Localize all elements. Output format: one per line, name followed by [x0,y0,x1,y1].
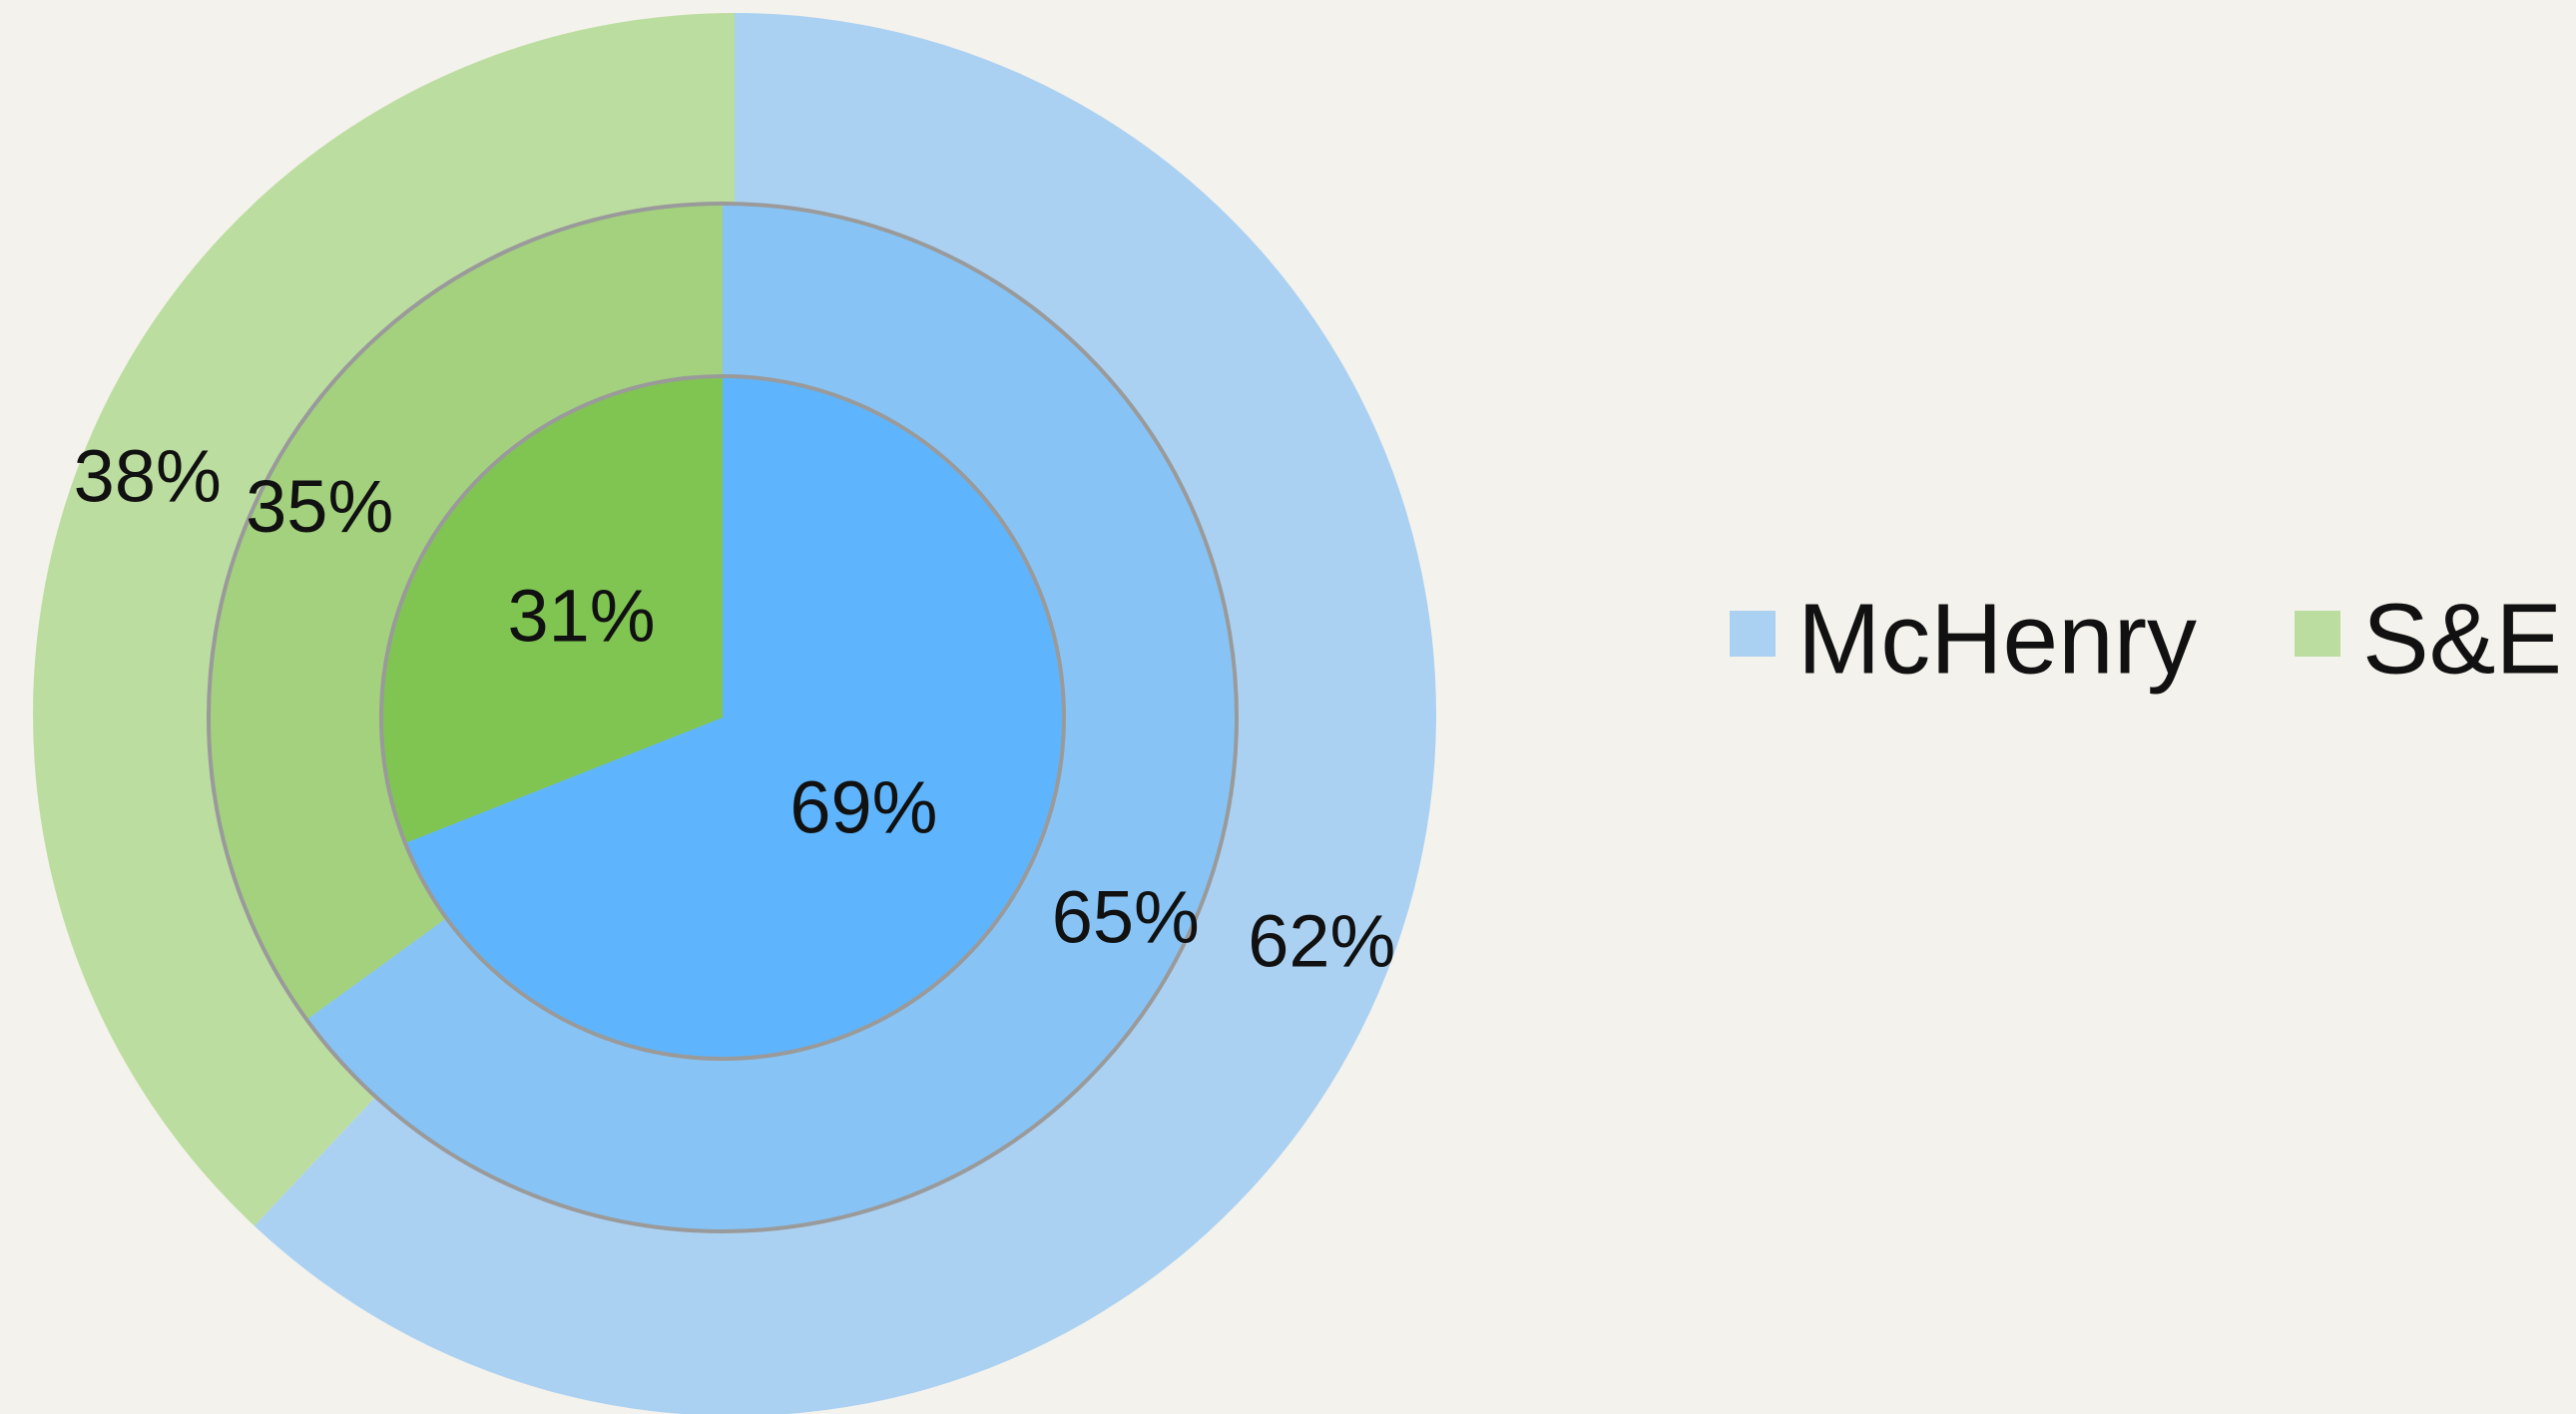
ring-border [379,374,1066,1061]
legend-swatch [2295,611,2340,657]
data-label: 69% [789,766,937,849]
data-label: 31% [508,574,656,657]
data-label: 35% [246,465,393,548]
data-label: 62% [1248,899,1395,982]
legend-label: S&E [2362,583,2562,695]
data-label: 65% [1052,875,1200,958]
legend-swatch [1730,611,1776,657]
pie-slice [405,376,1064,1059]
legend-label: McHenry [1798,583,2197,695]
ring-border [207,202,1239,1233]
data-label: 38% [74,435,222,518]
